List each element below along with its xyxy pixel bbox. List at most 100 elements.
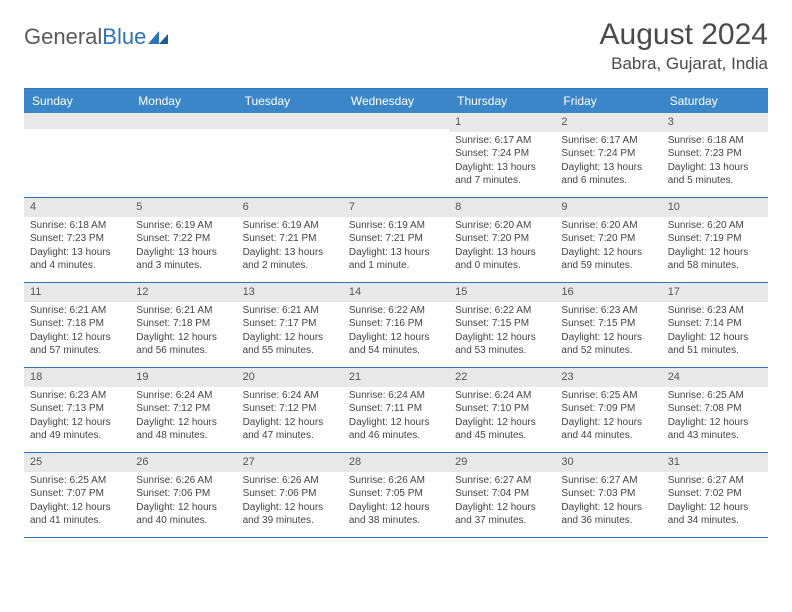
calendar-page: GeneralBlue August 2024 Babra, Gujarat, … — [0, 0, 792, 556]
sunrise-text: Sunrise: 6:21 AM — [136, 304, 230, 318]
daylight-text: Daylight: 12 hours and 38 minutes. — [349, 501, 443, 528]
day-body: Sunrise: 6:21 AMSunset: 7:18 PMDaylight:… — [130, 302, 236, 362]
day-number: 18 — [24, 368, 130, 387]
day-body: Sunrise: 6:20 AMSunset: 7:19 PMDaylight:… — [662, 217, 768, 277]
day-number: 28 — [343, 453, 449, 472]
day-body: Sunrise: 6:17 AMSunset: 7:24 PMDaylight:… — [555, 132, 661, 192]
day-number: 4 — [24, 198, 130, 217]
daylight-text: Daylight: 13 hours and 1 minute. — [349, 246, 443, 273]
day-cell: 10Sunrise: 6:20 AMSunset: 7:19 PMDayligh… — [662, 198, 768, 282]
sunset-text: Sunset: 7:20 PM — [455, 232, 549, 246]
daylight-text: Daylight: 12 hours and 49 minutes. — [30, 416, 124, 443]
daylight-text: Daylight: 12 hours and 36 minutes. — [561, 501, 655, 528]
daylight-text: Daylight: 12 hours and 56 minutes. — [136, 331, 230, 358]
title-block: August 2024 Babra, Gujarat, India — [600, 18, 768, 74]
sunset-text: Sunset: 7:18 PM — [136, 317, 230, 331]
day-cell: 26Sunrise: 6:26 AMSunset: 7:06 PMDayligh… — [130, 453, 236, 537]
sunrise-text: Sunrise: 6:25 AM — [561, 389, 655, 403]
day-header-thu: Thursday — [449, 89, 555, 113]
day-number: 31 — [662, 453, 768, 472]
day-cell: 22Sunrise: 6:24 AMSunset: 7:10 PMDayligh… — [449, 368, 555, 452]
day-number: 30 — [555, 453, 661, 472]
sunrise-text: Sunrise: 6:17 AM — [561, 134, 655, 148]
sunrise-text: Sunrise: 6:27 AM — [455, 474, 549, 488]
day-number — [130, 113, 236, 129]
sunrise-text: Sunrise: 6:23 AM — [561, 304, 655, 318]
day-body: Sunrise: 6:21 AMSunset: 7:18 PMDaylight:… — [24, 302, 130, 362]
daylight-text: Daylight: 13 hours and 2 minutes. — [243, 246, 337, 273]
day-number — [24, 113, 130, 129]
day-number: 6 — [237, 198, 343, 217]
day-cell: 27Sunrise: 6:26 AMSunset: 7:06 PMDayligh… — [237, 453, 343, 537]
daylight-text: Daylight: 12 hours and 41 minutes. — [30, 501, 124, 528]
logo-text-right: Blue — [102, 24, 146, 50]
sunrise-text: Sunrise: 6:26 AM — [243, 474, 337, 488]
sunset-text: Sunset: 7:16 PM — [349, 317, 443, 331]
day-body — [343, 129, 449, 135]
sunrise-text: Sunrise: 6:27 AM — [668, 474, 762, 488]
day-cell: 5Sunrise: 6:19 AMSunset: 7:22 PMDaylight… — [130, 198, 236, 282]
sunset-text: Sunset: 7:23 PM — [668, 147, 762, 161]
sunrise-text: Sunrise: 6:24 AM — [455, 389, 549, 403]
day-cell: 19Sunrise: 6:24 AMSunset: 7:12 PMDayligh… — [130, 368, 236, 452]
daylight-text: Daylight: 12 hours and 48 minutes. — [136, 416, 230, 443]
day-cell: 29Sunrise: 6:27 AMSunset: 7:04 PMDayligh… — [449, 453, 555, 537]
daylight-text: Daylight: 12 hours and 57 minutes. — [30, 331, 124, 358]
day-cell: 13Sunrise: 6:21 AMSunset: 7:17 PMDayligh… — [237, 283, 343, 367]
calendar-grid: Sunday Monday Tuesday Wednesday Thursday… — [24, 88, 768, 538]
sunset-text: Sunset: 7:21 PM — [349, 232, 443, 246]
day-cell: 24Sunrise: 6:25 AMSunset: 7:08 PMDayligh… — [662, 368, 768, 452]
day-body: Sunrise: 6:26 AMSunset: 7:06 PMDaylight:… — [237, 472, 343, 532]
sunrise-text: Sunrise: 6:18 AM — [668, 134, 762, 148]
sunset-text: Sunset: 7:03 PM — [561, 487, 655, 501]
day-number — [343, 113, 449, 129]
daylight-text: Daylight: 13 hours and 3 minutes. — [136, 246, 230, 273]
day-cell — [130, 113, 236, 197]
sunrise-text: Sunrise: 6:24 AM — [136, 389, 230, 403]
day-body: Sunrise: 6:19 AMSunset: 7:21 PMDaylight:… — [343, 217, 449, 277]
day-body: Sunrise: 6:24 AMSunset: 7:10 PMDaylight:… — [449, 387, 555, 447]
weeks-container: 1Sunrise: 6:17 AMSunset: 7:24 PMDaylight… — [24, 113, 768, 537]
day-number: 9 — [555, 198, 661, 217]
day-body: Sunrise: 6:27 AMSunset: 7:04 PMDaylight:… — [449, 472, 555, 532]
day-cell: 17Sunrise: 6:23 AMSunset: 7:14 PMDayligh… — [662, 283, 768, 367]
sunset-text: Sunset: 7:04 PM — [455, 487, 549, 501]
sunset-text: Sunset: 7:19 PM — [668, 232, 762, 246]
day-cell: 25Sunrise: 6:25 AMSunset: 7:07 PMDayligh… — [24, 453, 130, 537]
day-header-mon: Monday — [130, 89, 236, 113]
day-body: Sunrise: 6:21 AMSunset: 7:17 PMDaylight:… — [237, 302, 343, 362]
day-number: 19 — [130, 368, 236, 387]
daylight-text: Daylight: 12 hours and 37 minutes. — [455, 501, 549, 528]
sunrise-text: Sunrise: 6:21 AM — [30, 304, 124, 318]
day-number: 12 — [130, 283, 236, 302]
sunset-text: Sunset: 7:15 PM — [561, 317, 655, 331]
daylight-text: Daylight: 12 hours and 58 minutes. — [668, 246, 762, 273]
day-cell: 14Sunrise: 6:22 AMSunset: 7:16 PMDayligh… — [343, 283, 449, 367]
day-header-wed: Wednesday — [343, 89, 449, 113]
sunset-text: Sunset: 7:05 PM — [349, 487, 443, 501]
day-body: Sunrise: 6:18 AMSunset: 7:23 PMDaylight:… — [662, 132, 768, 192]
day-body: Sunrise: 6:19 AMSunset: 7:21 PMDaylight:… — [237, 217, 343, 277]
day-body — [130, 129, 236, 135]
day-cell: 9Sunrise: 6:20 AMSunset: 7:20 PMDaylight… — [555, 198, 661, 282]
day-body — [237, 129, 343, 135]
day-number: 20 — [237, 368, 343, 387]
daylight-text: Daylight: 12 hours and 54 minutes. — [349, 331, 443, 358]
day-cell: 30Sunrise: 6:27 AMSunset: 7:03 PMDayligh… — [555, 453, 661, 537]
sunrise-text: Sunrise: 6:17 AM — [455, 134, 549, 148]
day-number: 24 — [662, 368, 768, 387]
day-header-fri: Friday — [555, 89, 661, 113]
day-number: 3 — [662, 113, 768, 132]
sunrise-text: Sunrise: 6:23 AM — [30, 389, 124, 403]
sunset-text: Sunset: 7:06 PM — [243, 487, 337, 501]
sunset-text: Sunset: 7:24 PM — [561, 147, 655, 161]
daylight-text: Daylight: 12 hours and 51 minutes. — [668, 331, 762, 358]
day-number: 13 — [237, 283, 343, 302]
day-body: Sunrise: 6:20 AMSunset: 7:20 PMDaylight:… — [449, 217, 555, 277]
day-number: 22 — [449, 368, 555, 387]
day-body: Sunrise: 6:24 AMSunset: 7:11 PMDaylight:… — [343, 387, 449, 447]
sunrise-text: Sunrise: 6:19 AM — [243, 219, 337, 233]
day-number: 14 — [343, 283, 449, 302]
day-cell: 21Sunrise: 6:24 AMSunset: 7:11 PMDayligh… — [343, 368, 449, 452]
sunset-text: Sunset: 7:18 PM — [30, 317, 124, 331]
